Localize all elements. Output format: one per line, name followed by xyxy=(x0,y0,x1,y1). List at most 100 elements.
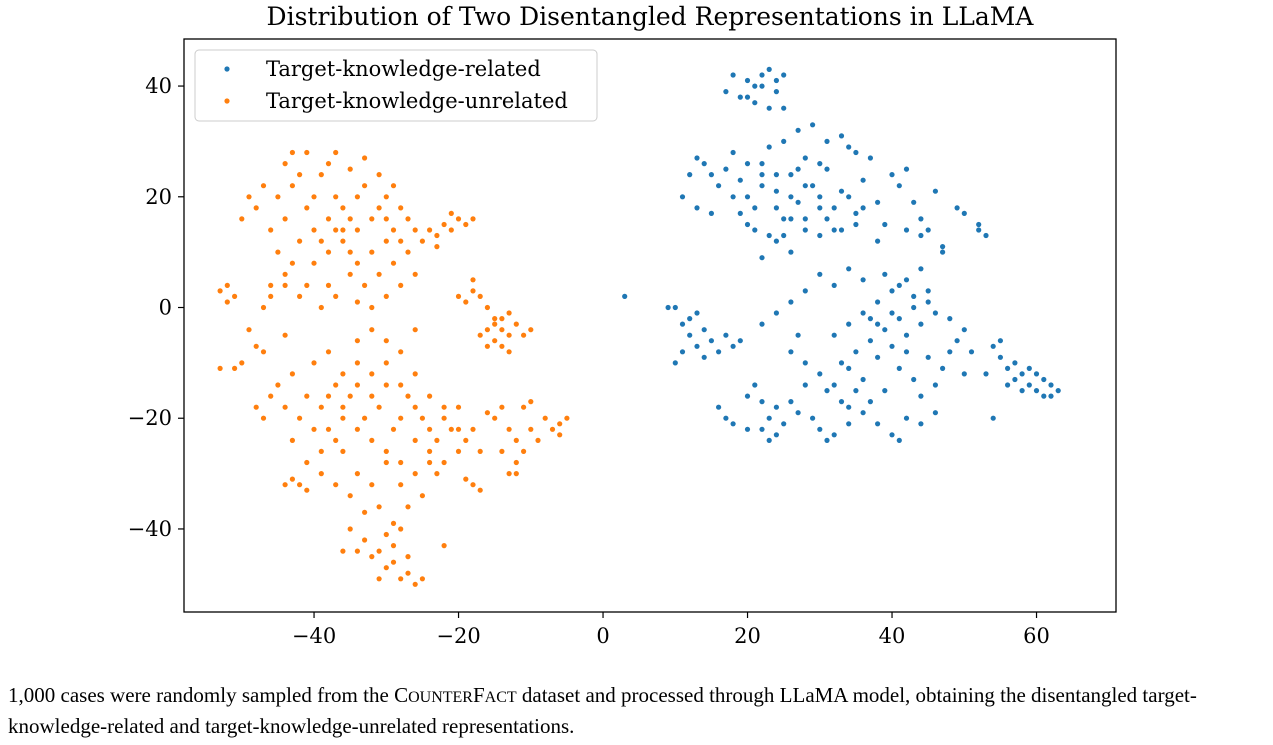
data-point xyxy=(752,100,758,106)
data-point xyxy=(412,581,418,587)
data-point xyxy=(679,321,686,327)
data-point xyxy=(918,421,924,427)
data-point xyxy=(405,216,411,222)
data-point xyxy=(882,388,888,394)
data-point xyxy=(990,415,996,421)
data-point xyxy=(716,404,722,410)
data-point xyxy=(318,448,324,454)
data-point xyxy=(694,205,700,211)
data-point xyxy=(694,310,700,316)
data-point xyxy=(708,210,715,216)
data-point xyxy=(333,194,339,200)
data-point xyxy=(282,271,288,277)
data-point xyxy=(376,404,382,410)
data-point xyxy=(311,426,317,432)
data-point xyxy=(311,227,317,233)
data-point xyxy=(542,415,548,421)
data-point xyxy=(846,365,852,371)
dataset-name-part: OUNTER xyxy=(408,689,473,706)
data-point xyxy=(911,293,917,299)
data-point xyxy=(716,349,722,355)
data-point xyxy=(925,354,931,360)
data-point xyxy=(557,432,563,438)
data-point xyxy=(831,382,837,388)
data-point xyxy=(875,421,881,427)
data-point xyxy=(773,432,780,438)
data-point xyxy=(318,404,324,410)
data-point xyxy=(730,149,736,156)
data-point xyxy=(781,232,787,239)
data-point xyxy=(506,310,512,316)
data-point xyxy=(896,183,902,189)
data-point xyxy=(390,426,397,432)
data-point xyxy=(318,172,324,178)
data-point xyxy=(932,188,939,194)
data-point xyxy=(441,415,447,421)
data-point xyxy=(463,221,469,228)
data-point xyxy=(788,194,794,200)
dataset-name-part: C xyxy=(394,683,409,707)
legend-box xyxy=(194,49,598,122)
data-point xyxy=(773,89,780,95)
data-point xyxy=(398,238,404,244)
data-point xyxy=(831,432,837,438)
data-point xyxy=(513,321,519,327)
data-point xyxy=(903,349,910,355)
legend: Target-knowledge-related Target-knowledg… xyxy=(194,49,598,122)
data-point xyxy=(268,293,274,299)
data-point xyxy=(687,332,693,338)
data-point xyxy=(325,249,332,255)
data-point xyxy=(911,199,917,205)
data-point xyxy=(398,349,404,355)
series-related xyxy=(622,66,1061,443)
data-point xyxy=(549,426,556,432)
data-point xyxy=(925,299,931,305)
data-point xyxy=(376,172,382,178)
y-tick-label: 40 xyxy=(145,74,172,98)
data-point xyxy=(333,437,339,443)
data-point xyxy=(795,166,801,172)
data-point xyxy=(282,482,288,488)
data-point xyxy=(398,205,404,211)
data-point xyxy=(513,459,519,466)
data-point xyxy=(470,216,476,222)
data-point xyxy=(925,227,931,233)
data-point xyxy=(304,149,310,156)
data-point xyxy=(362,282,368,288)
data-point xyxy=(484,327,490,333)
data-point xyxy=(289,260,295,266)
data-point xyxy=(325,216,332,222)
data-point xyxy=(282,282,288,288)
data-point xyxy=(369,554,375,560)
data-point xyxy=(318,238,324,244)
data-point xyxy=(492,316,498,322)
data-point xyxy=(260,349,267,355)
data-point xyxy=(506,426,512,432)
data-point xyxy=(325,349,332,355)
legend-label-unrelated: Target-knowledge-unrelated xyxy=(266,89,568,113)
data-point xyxy=(744,221,751,228)
data-point xyxy=(340,415,346,421)
data-point xyxy=(766,415,772,421)
data-point xyxy=(932,310,939,316)
data-point xyxy=(325,426,332,432)
data-point xyxy=(383,194,389,200)
data-point xyxy=(889,343,895,349)
data-point xyxy=(846,266,852,272)
data-point xyxy=(723,89,729,95)
data-point xyxy=(997,338,1004,344)
figure-caption: 1,000 cases were randomly sampled from t… xyxy=(8,681,1270,740)
data-point xyxy=(383,382,389,388)
data-point xyxy=(376,205,382,211)
data-point xyxy=(289,437,295,443)
data-point xyxy=(499,404,505,410)
data-point xyxy=(860,410,866,416)
data-point xyxy=(318,304,324,311)
data-point xyxy=(795,127,801,133)
data-point xyxy=(405,570,411,576)
data-point xyxy=(940,365,946,371)
data-point xyxy=(419,576,425,582)
data-point xyxy=(369,371,375,377)
data-point xyxy=(896,316,902,322)
data-point xyxy=(340,448,346,454)
